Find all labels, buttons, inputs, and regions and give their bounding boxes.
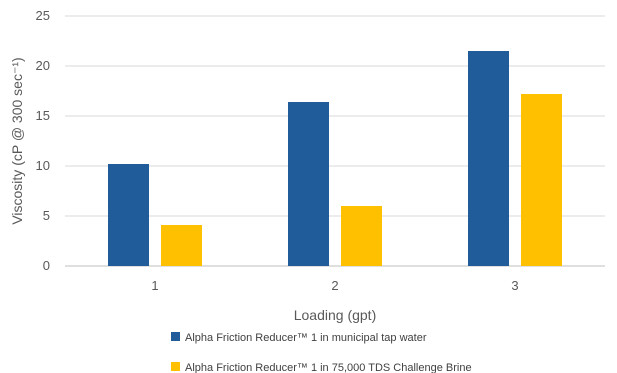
y-tick-label: 0 [43,258,50,273]
legend-label: Alpha Friction Reducer™ 1 in municipal t… [185,332,427,344]
x-axis-label: Loading (gpt) [294,307,377,323]
gridlines [65,15,605,267]
bar [161,225,202,266]
x-tick-label: 3 [511,278,518,293]
legend: Alpha Friction Reducer™ 1 in municipal t… [171,332,472,373]
bar [521,94,562,266]
y-tick-label: 20 [36,58,50,73]
bar [288,102,329,266]
x-tick-labels: 1 2 3 [151,278,518,293]
x-tick-label: 1 [151,278,158,293]
y-tick-label: 25 [36,8,50,23]
legend-swatch [171,362,180,371]
y-axis-label: Viscosity (cP @ 300 sec⁻¹) [9,57,25,224]
bar [341,206,382,266]
bar [108,164,149,266]
x-tick-label: 2 [331,278,338,293]
bars [108,51,562,266]
legend-label: Alpha Friction Reducer™ 1 in 75,000 TDS … [185,362,472,373]
y-tick-label: 10 [36,158,50,173]
y-tick-labels: 0 5 10 15 20 25 [36,8,50,273]
legend-swatch [171,332,180,341]
y-tick-label: 5 [43,208,50,223]
bar [468,51,509,266]
y-tick-label: 15 [36,108,50,123]
